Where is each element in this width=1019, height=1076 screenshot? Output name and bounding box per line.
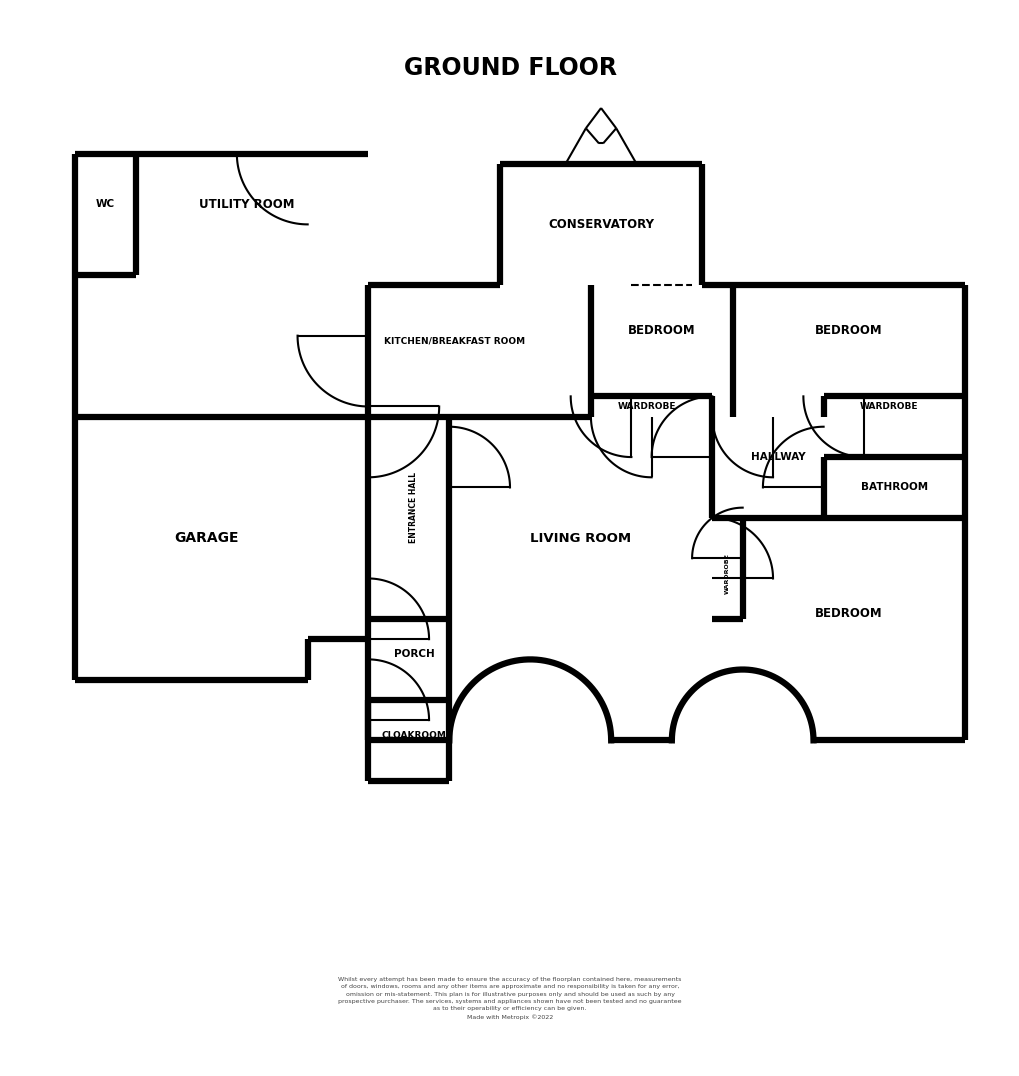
Text: CONSERVATORY: CONSERVATORY: [547, 217, 653, 231]
Text: GROUND FLOOR: GROUND FLOOR: [404, 56, 615, 80]
Text: Whilst every attempt has been made to ensure the accuracy of the floorplan conta: Whilst every attempt has been made to en…: [338, 977, 681, 1020]
Text: PORCH: PORCH: [393, 649, 434, 660]
Text: KITCHEN/BREAKFAST ROOM: KITCHEN/BREAKFAST ROOM: [383, 336, 525, 345]
Text: WARDROBE: WARDROBE: [859, 402, 918, 411]
Text: WC: WC: [96, 199, 115, 209]
Text: BATHROOM: BATHROOM: [860, 482, 927, 493]
Text: LIVING ROOM: LIVING ROOM: [530, 532, 631, 544]
Text: BEDROOM: BEDROOM: [814, 607, 881, 621]
Text: HALLWAY: HALLWAY: [750, 452, 805, 462]
Text: BEDROOM: BEDROOM: [628, 324, 695, 337]
Text: WARDROBE: WARDROBE: [616, 402, 676, 411]
Text: CLOAKROOM: CLOAKROOM: [381, 731, 446, 740]
Text: GARAGE: GARAGE: [174, 530, 238, 546]
Text: ENTRANCE HALL: ENTRANCE HALL: [409, 472, 418, 543]
Text: WARDROBE: WARDROBE: [725, 553, 730, 594]
Text: UTILITY ROOM: UTILITY ROOM: [199, 198, 294, 211]
Text: BEDROOM: BEDROOM: [814, 324, 881, 337]
